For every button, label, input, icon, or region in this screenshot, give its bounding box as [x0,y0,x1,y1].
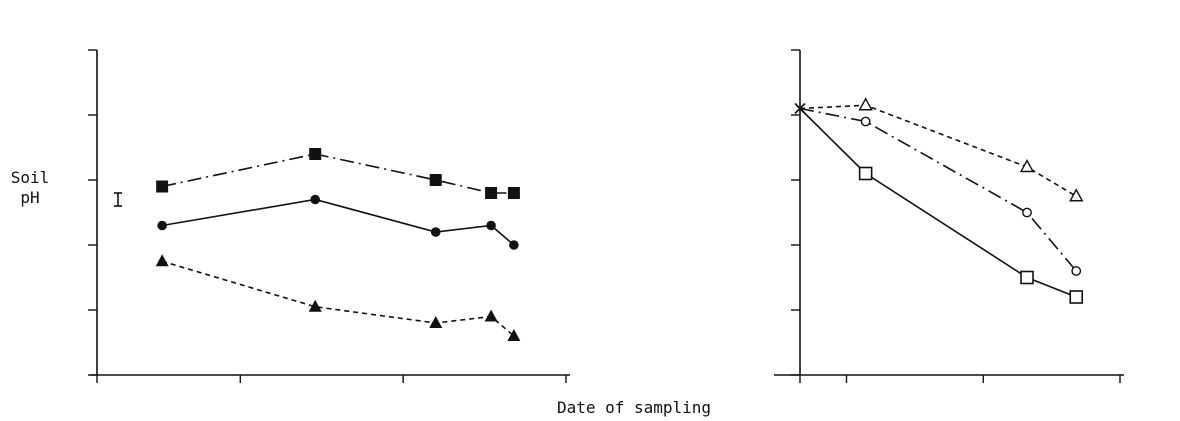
x-axis-title: Date of sampling [557,398,711,417]
data-point-filled-triangle [155,254,169,267]
data-point-start-cross [794,102,806,115]
data-point-open-square [1020,270,1034,285]
data-point-open-triangle [858,97,873,111]
data-point-filled-circle [509,240,519,250]
y-axis-title-line2: pH [20,188,39,207]
data-point-filled-circle [430,227,441,237]
data-point-open-circle [1022,207,1032,218]
data-point-filled-square [156,180,169,193]
series-open-circle-line [799,107,1077,272]
series-open-triangle-line [799,104,1077,197]
data-point-start-cross-stroke-2 [794,102,806,115]
data-point-filled-square [309,148,322,160]
data-point-filled-triangle [429,316,443,328]
data-point-open-square [1069,290,1084,304]
data-point-filled-triangle [507,329,521,341]
panel-a-chart [88,49,570,383]
data-point-filled-square [429,174,442,186]
data-point-filled-circle [157,220,167,231]
y-axis-title-line1: Soil [11,168,50,187]
data-point-open-circle [1071,266,1082,276]
data-point-filled-square [485,187,498,199]
series-filled-circle-line [162,198,515,246]
series-open-square-line [799,107,1077,298]
data-point-open-square [858,166,873,181]
series-filled-triangle-line [161,260,515,337]
panel-b-chart [774,49,1124,383]
data-point-filled-circle [486,220,496,231]
data-point-filled-square [507,187,520,199]
data-point-open-triangle [1069,188,1084,202]
error-bar [114,192,122,207]
data-point-open-circle [860,116,871,127]
data-point-filled-circle [310,194,321,205]
series-filled-square-line [161,153,514,194]
data-point-filled-triangle [308,299,322,312]
data-point-filled-triangle [484,309,498,322]
data-point-open-triangle [1019,159,1035,173]
